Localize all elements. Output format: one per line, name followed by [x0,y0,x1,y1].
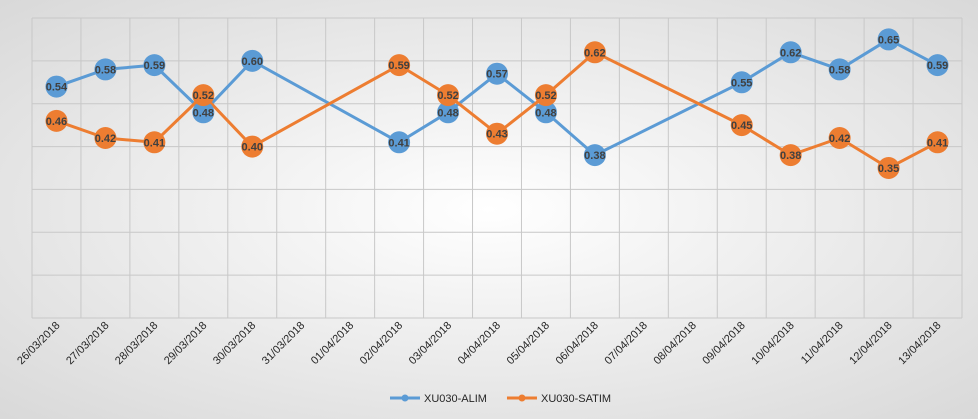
data-point [388,131,411,154]
data-label: 0.54 [46,82,68,94]
legend-item-1: XU030-ALIM [390,393,487,405]
data-label: 0.40 [242,142,263,154]
data-point [486,122,508,145]
data-point [583,144,606,167]
data-point [877,157,900,179]
data-label: 0.62 [584,47,605,59]
data-label: 0.62 [780,47,801,59]
data-label: 0.65 [878,34,899,46]
data-point [779,144,802,167]
data-label: 0.48 [437,107,458,119]
data-label: 0.57 [486,69,507,81]
data-label: 0.48 [535,107,556,119]
legend: XU030-ALIM XU030-SATIM [390,393,611,405]
data-point [241,49,264,72]
data-label: 0.46 [46,116,67,128]
data-label: 0.38 [584,150,605,162]
grid [31,17,963,319]
data-point [241,135,264,158]
data-point [388,54,411,77]
data-label: 0.59 [144,60,165,72]
data-label: 0.59 [388,60,409,72]
data-label: 0.60 [242,56,263,68]
data-point [94,127,117,149]
data-point [730,114,753,137]
data-point [534,101,557,124]
data-point [877,28,900,51]
data-point [45,109,68,132]
data-label: 0.48 [193,107,214,119]
data-label: 0.52 [535,90,556,102]
data-label: 0.38 [780,150,801,162]
data-point [779,41,802,64]
data-label: 0.55 [731,77,752,89]
data-point [45,75,68,98]
data-point [143,54,166,77]
data-label: 0.52 [193,90,214,102]
legend-marker [401,394,409,402]
legend-label: XU030-ALIM [424,393,487,405]
legend-label: XU030-SATIM [541,393,611,405]
data-label: 0.45 [731,120,752,132]
data-label: 0.42 [829,133,850,145]
data-point [926,54,949,77]
data-point [94,58,117,81]
data-point [534,84,557,107]
data-point [486,62,508,85]
data-label: 0.35 [878,163,899,175]
legend-marker [518,394,526,402]
data-point [437,101,460,124]
data-label: 0.42 [95,133,116,145]
data-point [192,101,215,124]
data-point [437,84,460,107]
data-label: 0.52 [437,90,458,102]
data-label: 0.41 [388,137,409,149]
data-label: 0.41 [144,137,165,149]
data-point [143,131,166,154]
data-point [926,131,949,154]
data-point [192,84,215,107]
series-points: 0.54 0.58 0.59 0.48 0.60 0.41 0.48 0.57 0.48 0.38… [45,28,949,179]
data-label: 0.41 [927,137,948,149]
data-label: 0.43 [486,129,507,141]
data-point [730,71,753,94]
data-point [828,127,851,149]
data-label: 0.58 [829,64,850,76]
legend-item-2: XU030-SATIM [506,393,611,405]
data-point [583,41,606,64]
data-label: 0.59 [927,60,948,72]
data-label: 0.58 [95,64,116,76]
data-point [828,58,851,81]
